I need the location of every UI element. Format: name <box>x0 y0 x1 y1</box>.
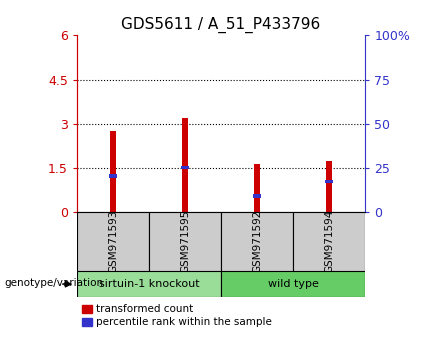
Bar <box>109 175 117 178</box>
Text: GSM971592: GSM971592 <box>252 210 262 273</box>
Text: GSM971594: GSM971594 <box>324 210 334 273</box>
Bar <box>149 212 221 271</box>
Bar <box>110 131 116 212</box>
Bar <box>77 271 221 297</box>
Text: wild type: wild type <box>268 279 319 289</box>
Text: GSM971593: GSM971593 <box>108 210 118 273</box>
Bar <box>326 161 332 212</box>
Bar <box>325 179 334 183</box>
Bar <box>181 166 189 170</box>
Bar <box>182 118 188 212</box>
Text: sirtuin-1 knockout: sirtuin-1 knockout <box>99 279 199 289</box>
Legend: transformed count, percentile rank within the sample: transformed count, percentile rank withi… <box>82 304 271 327</box>
Bar <box>221 212 293 271</box>
Text: genotype/variation: genotype/variation <box>4 278 103 288</box>
Bar <box>293 212 365 271</box>
Title: GDS5611 / A_51_P433796: GDS5611 / A_51_P433796 <box>121 16 321 33</box>
Text: GSM971595: GSM971595 <box>180 210 190 273</box>
Bar <box>221 271 365 297</box>
Bar <box>254 164 260 212</box>
Bar <box>77 212 149 271</box>
Bar <box>253 194 261 198</box>
